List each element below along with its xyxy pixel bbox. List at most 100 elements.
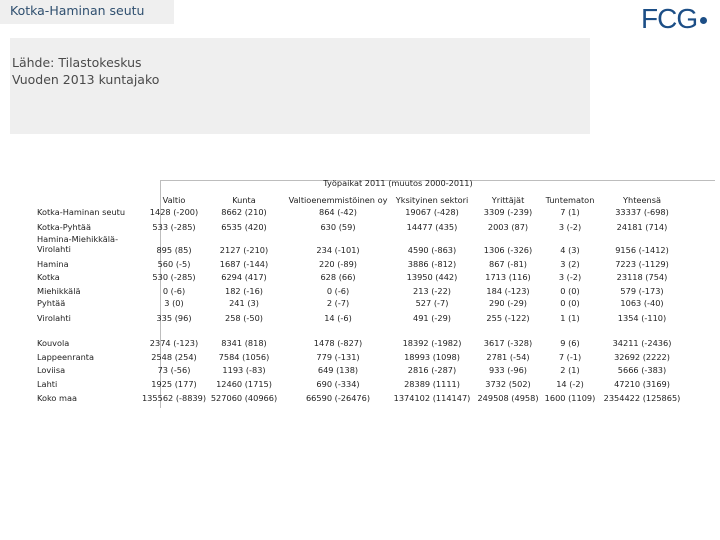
column-header: Kunta bbox=[232, 195, 256, 205]
row-label: Kouvola bbox=[37, 338, 70, 348]
source-line: Lähde: Tilastokeskus bbox=[12, 55, 142, 70]
table-cell: 213 (-22) bbox=[413, 286, 451, 296]
page-title: Kotka-Haminan seutu bbox=[0, 0, 174, 24]
table-cell: 3 (-2) bbox=[558, 272, 582, 282]
row-label: Miehikkälä bbox=[37, 286, 81, 296]
table-cell: 2354422 (125865) bbox=[603, 393, 681, 403]
row-label: Lappeenranta bbox=[37, 352, 95, 362]
table-cell: 6535 (420) bbox=[221, 222, 267, 232]
table-cell: 33337 (-698) bbox=[615, 207, 669, 217]
row-label: Kotka bbox=[37, 272, 60, 282]
column-header: Yrittäjät bbox=[491, 195, 525, 205]
table-cell: 32692 (2222) bbox=[614, 352, 670, 362]
table-cell: 241 (3) bbox=[229, 298, 259, 308]
table-cell: 1687 (-144) bbox=[219, 259, 269, 269]
table-cell: 649 (138) bbox=[317, 365, 359, 375]
table-cell: 530 (-285) bbox=[152, 272, 196, 282]
table-cell: 2 (-7) bbox=[326, 298, 350, 308]
table-cell: 249508 (4958) bbox=[477, 393, 539, 403]
table-cell: 1193 (-83) bbox=[222, 365, 266, 375]
table-cell: 0 (-6) bbox=[326, 286, 350, 296]
table-cell: 7 (1) bbox=[560, 207, 580, 217]
table-cell: 4590 (-863) bbox=[407, 245, 457, 255]
table-cell: 3617 (-328) bbox=[483, 338, 533, 348]
row-label: Koko maa bbox=[37, 393, 78, 403]
table-cell: 1478 (-827) bbox=[313, 338, 363, 348]
table-cell: 630 (59) bbox=[320, 222, 356, 232]
table-cell: 1600 (1109) bbox=[544, 393, 596, 403]
year-division-line: Vuoden 2013 kuntajako bbox=[12, 72, 160, 87]
table-cell: 527 (-7) bbox=[415, 298, 449, 308]
table-cell: 5666 (-383) bbox=[617, 365, 667, 375]
table-cell: 867 (-81) bbox=[489, 259, 527, 269]
table-cell: 779 (-131) bbox=[316, 352, 360, 362]
table-cell: 579 (-173) bbox=[620, 286, 664, 296]
table-cell: 0 (0) bbox=[560, 298, 580, 308]
row-label: Kotka-Haminan seutu bbox=[37, 207, 126, 217]
column-header: Yhteensä bbox=[623, 195, 661, 205]
row-label: Lahti bbox=[37, 379, 58, 389]
table-cell: 1354 (-110) bbox=[617, 313, 667, 323]
table-cell: 73 (-56) bbox=[157, 365, 191, 375]
table-cell: 491 (-29) bbox=[413, 313, 451, 323]
table-cell: 2003 (87) bbox=[487, 222, 529, 232]
table-cell: 895 (85) bbox=[156, 245, 192, 255]
table-cell: 6294 (417) bbox=[221, 272, 267, 282]
table-divider-vertical bbox=[160, 180, 161, 408]
table-cell: 1 (1) bbox=[560, 313, 580, 323]
row-label: Virolahti bbox=[37, 313, 71, 323]
table-cell: 933 (-96) bbox=[489, 365, 527, 375]
table-cell: 0 (-6) bbox=[162, 286, 186, 296]
table-cell: 66590 (-26476) bbox=[305, 393, 371, 403]
table-cell: 628 (66) bbox=[320, 272, 356, 282]
column-header: Valtioenemmistöinen oy bbox=[288, 195, 388, 205]
table-cell: 255 (-122) bbox=[486, 313, 530, 323]
table-cell: 335 (96) bbox=[156, 313, 192, 323]
table-cell: 864 (-42) bbox=[319, 207, 357, 217]
table-cell: 14 (-6) bbox=[324, 313, 352, 323]
table-cell: 184 (-123) bbox=[486, 286, 530, 296]
table-cell: 1063 (-40) bbox=[620, 298, 664, 308]
table-cell: 234 (-101) bbox=[316, 245, 360, 255]
table-cell: 135562 (-8839) bbox=[141, 393, 207, 403]
table-cell: 1713 (116) bbox=[485, 272, 531, 282]
table-cell: 220 (-89) bbox=[319, 259, 357, 269]
table-cell: 23118 (754) bbox=[616, 272, 668, 282]
table-cell: 3 (-2) bbox=[558, 222, 582, 232]
table-cell: 8341 (818) bbox=[221, 338, 267, 348]
row-label: Loviisa bbox=[37, 365, 66, 375]
table-cell: 1306 (-326) bbox=[483, 245, 533, 255]
table-caption: Työpaikat 2011 (muutos 2000-2011) bbox=[323, 178, 473, 188]
table-cell: 2127 (-210) bbox=[219, 245, 269, 255]
table-divider bbox=[160, 180, 715, 181]
table-cell: 9 (6) bbox=[560, 338, 580, 348]
row-label: Pyhtää bbox=[37, 298, 66, 308]
table-cell: 1428 (-200) bbox=[149, 207, 199, 217]
table-cell: 1374102 (114147) bbox=[393, 393, 471, 403]
table-cell: 533 (-285) bbox=[152, 222, 196, 232]
table-cell: 3309 (-239) bbox=[483, 207, 533, 217]
table-cell: 13950 (442) bbox=[406, 272, 458, 282]
table-cell: 18993 (1098) bbox=[404, 352, 460, 362]
table-cell: 290 (-29) bbox=[489, 298, 527, 308]
table-cell: 7584 (1056) bbox=[218, 352, 270, 362]
table-cell: 2 (1) bbox=[560, 365, 580, 375]
table-cell: 47210 (3169) bbox=[614, 379, 670, 389]
logo-text: FCG bbox=[641, 3, 698, 34]
fcg-logo: FCG bbox=[641, 3, 708, 35]
table-cell: 0 (0) bbox=[560, 286, 580, 296]
column-header: Valtio bbox=[162, 195, 186, 205]
row-label: Hamina bbox=[37, 259, 69, 269]
table-cell: 2781 (-54) bbox=[486, 352, 530, 362]
table-cell: 12460 (1715) bbox=[216, 379, 272, 389]
table-cell: 3 (0) bbox=[164, 298, 184, 308]
row-label: Kotka-Pyhtää bbox=[37, 222, 91, 232]
column-header: Yksityinen sektori bbox=[395, 195, 469, 205]
source-note: Lähde: Tilastokeskus Vuoden 2013 kuntaja… bbox=[10, 38, 590, 134]
table-cell: 560 (-5) bbox=[157, 259, 191, 269]
table-cell: 18392 (-1982) bbox=[402, 338, 462, 348]
table-cell: 4 (3) bbox=[560, 245, 580, 255]
table-cell: 14 (-2) bbox=[556, 379, 584, 389]
table-cell: 7223 (-1129) bbox=[615, 259, 669, 269]
